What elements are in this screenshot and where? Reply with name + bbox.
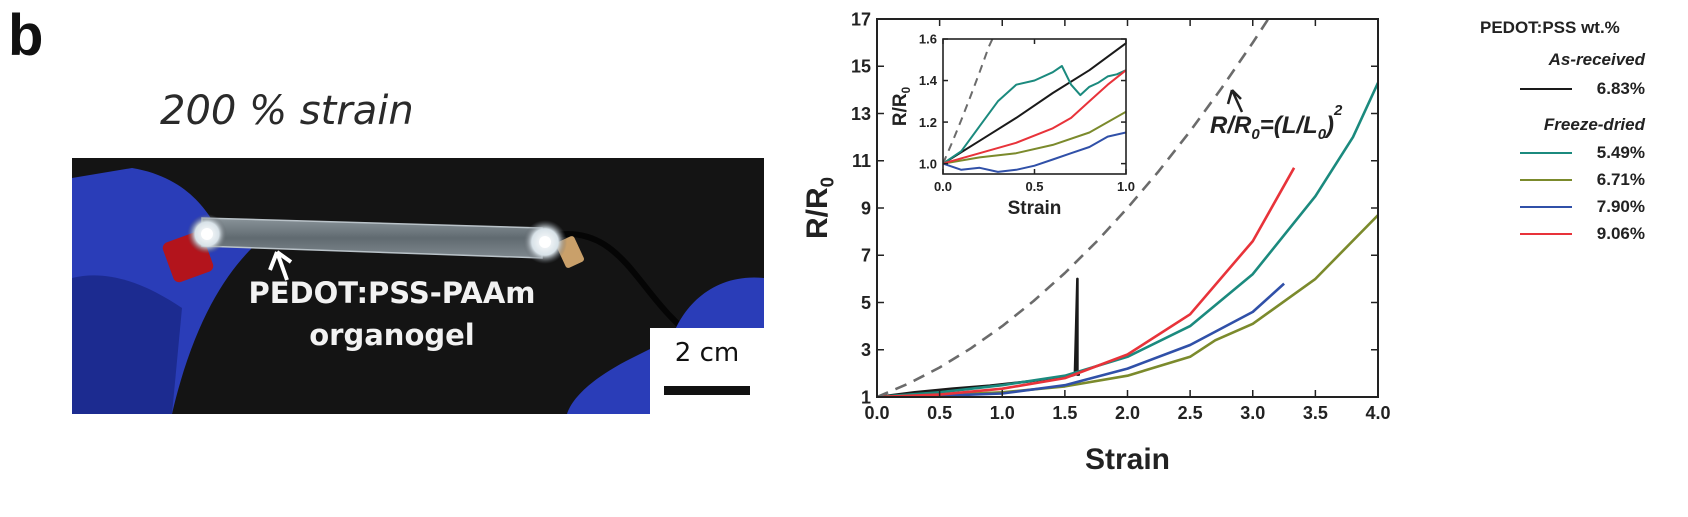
inset-series-line: [943, 42, 1126, 165]
photo-scene: [72, 168, 764, 414]
inset-series-line: [943, 39, 994, 164]
main-series-line: [877, 82, 1378, 397]
inset-x-axis-label: Strain: [1008, 198, 1062, 219]
scale-bar: [664, 386, 750, 395]
scale-bar-box: 2 cm: [650, 328, 764, 414]
legend-item: 5.49%: [1520, 142, 1645, 164]
main-y-tick-label: 15: [851, 57, 871, 77]
main-y-tick-label: 7: [861, 246, 871, 266]
legend-item: 6.71%: [1520, 169, 1645, 191]
photo-label-line2: organogel: [309, 318, 475, 352]
legend-swatch: [1520, 206, 1572, 208]
inset-y-axis-label: R/R0: [890, 86, 913, 126]
legend-label: 6.83%: [1596, 79, 1645, 98]
inset-series-line: [943, 131, 1126, 173]
photo-label-line1: PEDOT:PSS-PAAm: [248, 276, 536, 310]
main-y-tick-label: 5: [861, 293, 871, 313]
inset-x-tick-label: 0.0: [934, 179, 952, 194]
arrow-icon: [268, 250, 293, 281]
main-x-tick-label: 3.5: [1303, 403, 1328, 423]
panel-letter: b: [8, 3, 44, 68]
main-x-tick-label: 0.5: [927, 403, 952, 423]
main-y-tick-label: 3: [861, 340, 871, 360]
main-x-tick-label: 0.0: [864, 403, 889, 423]
photo: PEDOT:PSS-PAAm organogel 2 cm: [72, 158, 764, 414]
left-glove-shade: [72, 275, 182, 414]
inset-y-tick-label: 1.6: [919, 32, 937, 47]
inset-series-group: [943, 39, 1126, 173]
legend-swatch: [1520, 179, 1572, 181]
main-x-tick-label: 1.0: [990, 403, 1015, 423]
main-y-axis-label: R/R0: [801, 177, 838, 239]
inset-y-tick-label: 1.0: [919, 156, 937, 171]
inset-plot: 0.0 0.5 1.0 1.0 1.2 1.4 1.6 Strain R/R0: [890, 32, 1135, 219]
main-series-line: [877, 19, 1269, 397]
main-y-tick-label: 9: [861, 198, 871, 218]
photo-label: PEDOT:PSS-PAAm organogel: [242, 276, 542, 352]
inset-series-line: [943, 65, 1126, 165]
main-series-line: [877, 282, 1285, 397]
legend-group-as-received: As-received: [1548, 50, 1645, 69]
main-series-line: [877, 167, 1296, 397]
legend-item: 7.90%: [1520, 196, 1645, 218]
annotation-label: R/R0=(L/L0)2: [1210, 102, 1343, 143]
main-plot: 0.0 0.5 1.0 1.5 2.0 2.5 3.0 3.5 4.01357911131517…: [801, 9, 1391, 476]
main-y-tick-label: 17: [851, 9, 871, 29]
legend-title: PEDOT:PSS wt.%: [1480, 18, 1620, 37]
inset-y-tick-label: 1.4: [919, 73, 938, 88]
gel-strip: [201, 217, 543, 259]
main-series-group: [877, 19, 1378, 397]
main-x-tick-label: 4.0: [1365, 403, 1390, 423]
main-x-tick-label: 2.0: [1115, 403, 1140, 423]
inset-series-line: [943, 110, 1126, 165]
legend-swatch: [1520, 88, 1572, 90]
legend-item: 9.06%: [1520, 223, 1645, 245]
legend-label: 7.90%: [1596, 197, 1645, 216]
main-y-tick-label: 11: [852, 151, 871, 171]
legend-group-freeze-dried: Freeze-dried: [1543, 115, 1645, 134]
legend-item: 6.83%: [1520, 78, 1645, 100]
photo-caption: 200 % strain: [160, 88, 414, 134]
legend-swatch: [1520, 233, 1572, 235]
scale-label: 2 cm: [674, 338, 740, 368]
annotation-group: R/R0=(L/L0)2: [1210, 89, 1343, 143]
legend-label: 5.49%: [1596, 143, 1645, 162]
legend-swatch: [1520, 152, 1572, 154]
main-y-tick-label: 13: [851, 104, 871, 124]
legend-label: 6.71%: [1596, 170, 1645, 189]
inset-x-tick-label: 1.0: [1117, 179, 1135, 194]
main-x-tick-label: 3.0: [1240, 403, 1265, 423]
legend-label: 9.06%: [1596, 224, 1645, 243]
inset-x-tick-label: 0.5: [1025, 179, 1043, 194]
main-x-tick-label: 2.5: [1178, 403, 1203, 423]
inset-series-line: [943, 69, 1126, 165]
inset-y-tick-label: 1.2: [919, 115, 937, 130]
main-y-tick-label: 1: [861, 387, 871, 407]
main-x-axis-label: Strain: [1085, 443, 1170, 476]
line-chart: 0.0 0.5 1.0 1.5 2.0 2.5 3.0 3.5 4.01357911131517…: [801, 9, 1391, 476]
annotation-arrow: [1226, 89, 1244, 113]
main-x-tick-label: 1.5: [1052, 403, 1077, 423]
